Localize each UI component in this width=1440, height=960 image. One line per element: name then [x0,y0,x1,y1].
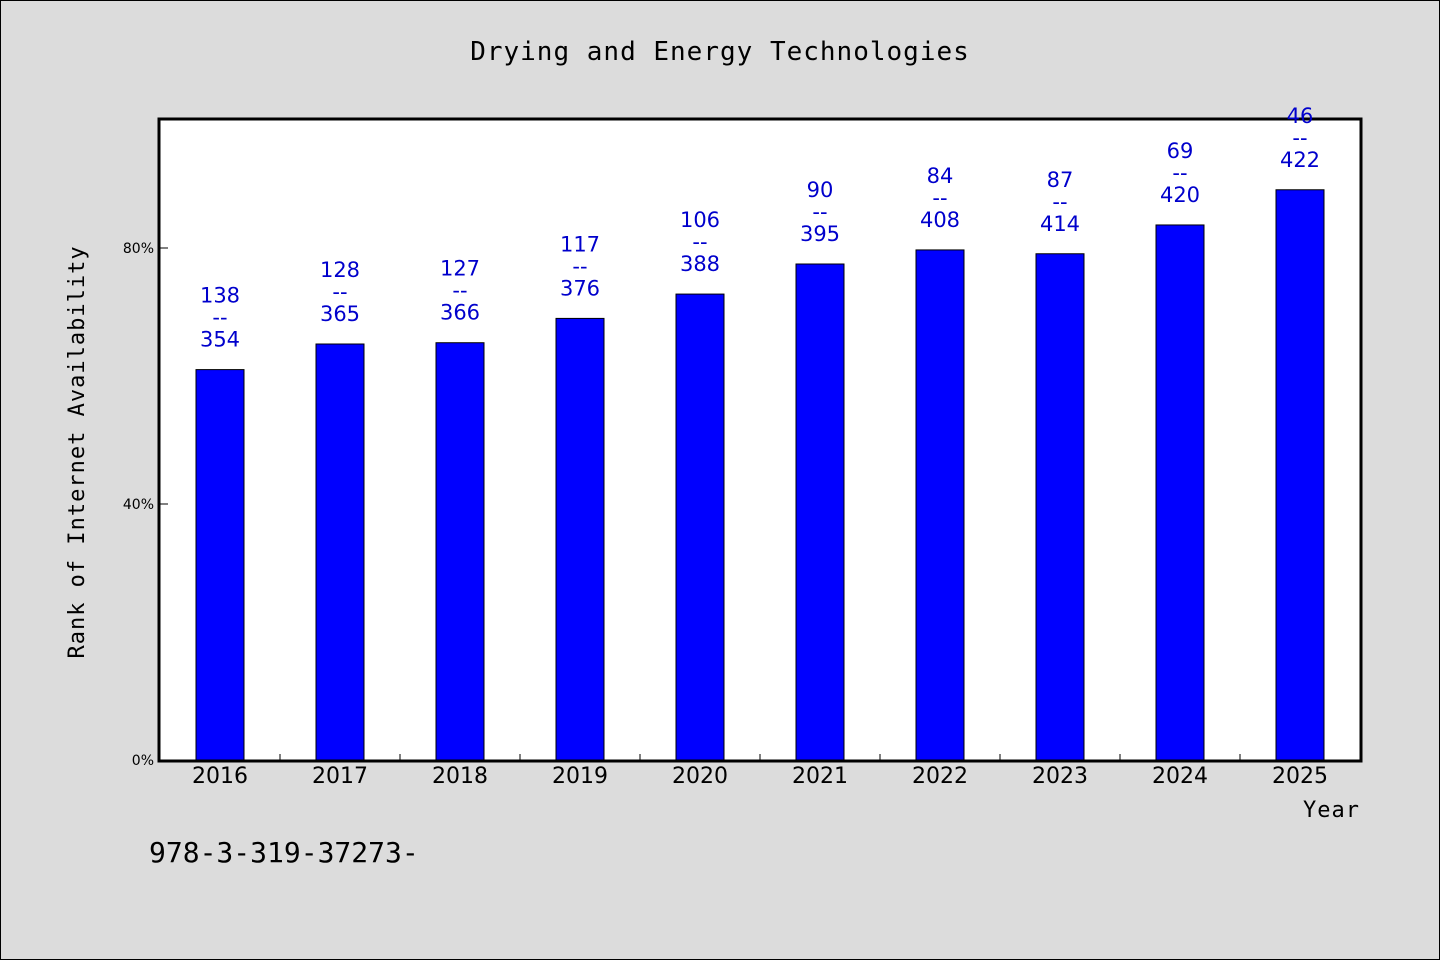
data-label-bottom-2023: 414 [1040,212,1080,236]
data-label-sep-2025: -- [1292,126,1307,150]
data-label-sep-2018: -- [452,279,467,303]
x-tick-label-2020: 2020 [672,764,728,789]
y-tick-label: 40% [123,497,154,513]
bar-2020 [675,293,725,761]
data-label-top-2024: 69 [1167,139,1194,163]
y-axis-label: Rank of Internet Availability [65,245,90,658]
data-label-sep-2016: -- [212,306,227,330]
y-tick-label: 80% [123,241,154,257]
data-label-sep-2021: -- [812,200,827,224]
x-tick-label-2017: 2017 [312,764,368,789]
bar-2022 [915,249,965,761]
data-label-top-2018: 127 [440,257,480,281]
data-label-bottom-2017: 365 [320,302,360,326]
footer-text: 978-3-319-37273- [149,836,419,869]
data-label-top-2021: 90 [807,178,834,202]
data-label-bottom-2020: 388 [680,252,720,276]
data-label-bottom-2021: 395 [800,222,840,246]
y-ticks-group: 0% 40% 80% [123,241,168,769]
data-label-sep-2020: -- [692,230,707,254]
data-label-sep-2019: -- [572,254,587,278]
data-label-top-2017: 128 [320,258,360,282]
x-tick-label-2025: 2025 [1272,764,1328,789]
bar-2024 [1155,224,1205,761]
x-axis-label: Year [1303,798,1360,823]
data-label-top-2025: 46 [1287,104,1314,128]
data-label-top-2020: 106 [680,208,720,232]
data-label-sep-2017: -- [332,280,347,304]
x-tick-label-2021: 2021 [792,764,848,789]
x-tick-label-2023: 2023 [1032,764,1088,789]
data-label-sep-2024: -- [1172,161,1187,185]
bars-group [195,189,1325,761]
data-label-bottom-2016: 354 [200,328,240,352]
data-label-top-2023: 87 [1047,168,1074,192]
x-ticks-group: 2016 2017 2018 2019 2020 2021 2022 2023 2024 2025 [192,754,1328,789]
x-tick-label-2019: 2019 [552,764,608,789]
data-label-bottom-2019: 376 [560,276,600,300]
bar-2019 [555,317,605,761]
bar-2016 [195,369,245,761]
data-label-sep-2022: -- [932,186,947,210]
data-labels-group: 138--354128--365127--366117--376106--388… [200,104,1320,352]
bar-2021 [795,263,845,761]
x-tick-label-2016: 2016 [192,764,248,789]
x-tick-label-2024: 2024 [1152,764,1208,789]
data-label-top-2022: 84 [927,164,954,188]
data-label-top-2016: 138 [200,284,240,308]
data-label-bottom-2018: 366 [440,301,480,325]
bar-2023 [1035,253,1085,761]
data-label-bottom-2022: 408 [920,208,960,232]
x-tick-label-2022: 2022 [912,764,968,789]
y-tick-label: 0% [132,753,154,769]
data-label-bottom-2025: 422 [1280,148,1320,172]
bar-2018 [435,342,485,761]
bar-2025 [1275,189,1325,761]
bar-2017 [315,343,365,761]
chart-title: Drying and Energy Technologies [470,37,970,67]
data-label-top-2019: 117 [560,232,600,256]
data-label-bottom-2024: 420 [1160,183,1200,207]
x-tick-label-2018: 2018 [432,764,488,789]
data-label-sep-2023: -- [1052,190,1067,214]
